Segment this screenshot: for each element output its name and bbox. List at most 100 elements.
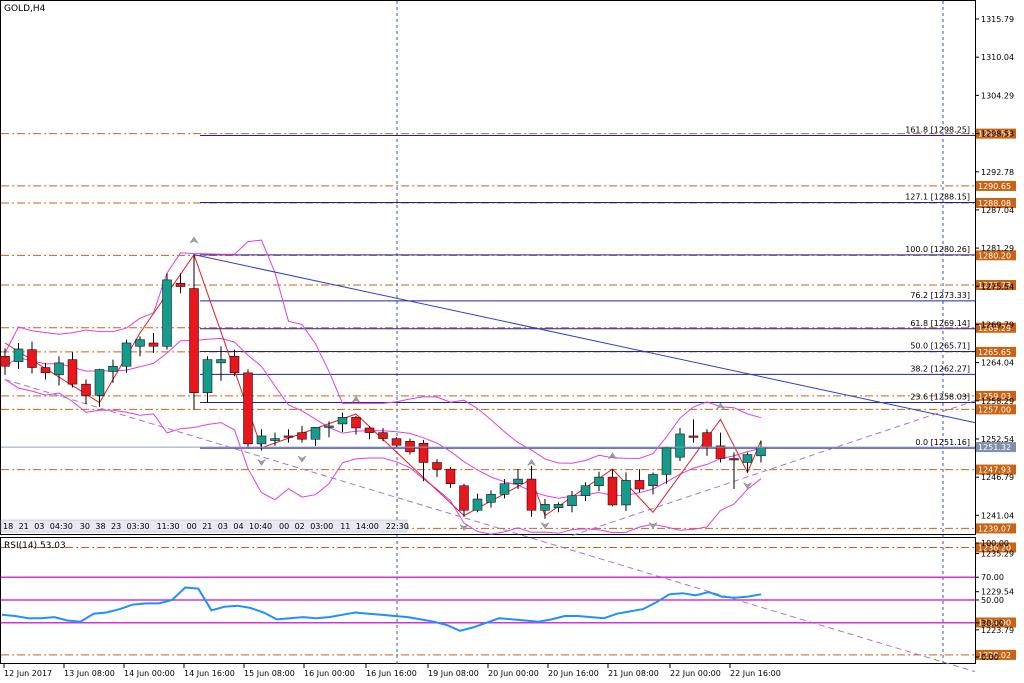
rsi-tick-label: 100.00 (981, 539, 1009, 548)
candle-bear (702, 432, 712, 448)
candle-bear (283, 435, 294, 438)
price-level-tag-label: 1290.65 (978, 182, 1011, 191)
time-tick-label: 13 Jun 08:00 (64, 669, 115, 678)
time-tick-label: 20 Jun 16:00 (548, 669, 599, 678)
price-level-tag (976, 404, 1016, 415)
rsi-tick-label: 0.00 (981, 653, 999, 662)
time-tick-label: 21 Jun 08:00 (608, 669, 659, 678)
price-level-tag (976, 197, 1016, 208)
candle-bear (67, 359, 78, 385)
fibonacci-levels: 161.8 [1298.25] 127.1 [1288.15] 100.0 [128… (200, 125, 975, 449)
candle-bull (337, 417, 348, 425)
band-line (4, 239, 762, 464)
price-level-tag-label: 1224.90 (978, 619, 1011, 628)
candle-bear (405, 440, 415, 453)
session-label: 04:30 (50, 522, 73, 531)
rsi-tick-label: 70.00 (981, 573, 1004, 582)
candle-bull (202, 359, 213, 394)
trendline-resistance (193, 254, 976, 424)
candle-bull (594, 476, 604, 486)
price-level-tag (976, 390, 1016, 401)
rsi-label: RSI(14) 53.03 (4, 541, 66, 551)
candle-bull (121, 342, 132, 367)
session-label: 02 (295, 522, 305, 531)
time-tick-label: 22 Jun 16:00 (730, 669, 781, 678)
price-tick-label: 1246.79 (981, 473, 1014, 482)
candle-bull (661, 447, 672, 475)
rsi-tick-label: 30.00 (981, 619, 1004, 628)
price-level-tag (976, 617, 1016, 628)
session-label: 04 (233, 522, 243, 531)
fib-level-label: 50.0 [1265.71] (910, 342, 970, 351)
price-level-tag (976, 128, 1016, 139)
candle-bear (40, 367, 51, 374)
candle-bull (13, 348, 24, 362)
candle-bull (513, 478, 523, 484)
price-level-tag (976, 542, 1016, 553)
candle-bear (27, 349, 37, 368)
session-label: 03:30 (127, 522, 150, 531)
candle-bull (648, 474, 658, 486)
price-level-tag-label: 1269.29 (978, 324, 1011, 333)
price-level-tag (976, 322, 1016, 333)
fractal-arrow (715, 402, 726, 410)
price-level-tag (976, 346, 1016, 357)
candle-bull (54, 362, 64, 376)
session-label: 03:00 (310, 522, 333, 531)
price-level-tag (976, 464, 1016, 475)
fractal-arrow (351, 395, 361, 404)
candle-bear (715, 445, 726, 459)
fib-level-label: 127.1 [1288.15] (905, 193, 970, 202)
session-label: 03 (34, 522, 44, 531)
session-label: 00 (187, 522, 197, 531)
price-level-tag-label: 1298.53 (978, 130, 1011, 139)
candle-bull (567, 495, 577, 506)
time-tick-label: 14 Jun 16:00 (184, 669, 235, 678)
price-level-tag-label: 1280.20 (978, 251, 1011, 260)
price-tick-label: 1269.79 (981, 320, 1014, 329)
fib-level-label: 23.6 [1258.03] (910, 393, 970, 402)
session-label: 00 (279, 522, 289, 531)
candle-bull (216, 359, 226, 364)
fractal-arrow (742, 482, 753, 490)
candle-bear (729, 458, 739, 461)
candle-bear (189, 288, 199, 394)
price-tick-label: 1287.04 (981, 206, 1014, 215)
candle-bear (634, 480, 645, 490)
fractal-arrow (526, 459, 537, 467)
candle-bull (540, 504, 550, 511)
session-label: 03 (218, 522, 228, 531)
horizontal-levels: 1298.53 1290.65 1288.08 1280.20 1275.73 1269.… (1, 128, 1016, 660)
candle-bear (364, 427, 375, 433)
candle-bear (229, 355, 240, 374)
fib-level-label: 0.0 [1251.16] (915, 438, 970, 447)
candle-bull (324, 425, 334, 428)
candle-bull (742, 454, 753, 463)
candle-bear (688, 435, 699, 438)
symbol-label: GOLD,H4 (4, 4, 46, 14)
session-label: 23 (111, 522, 121, 531)
fractal-arrow (540, 521, 550, 530)
price-level-tag-label: 1288.08 (978, 199, 1011, 208)
candle-bear (243, 372, 253, 445)
candle-bull (135, 339, 145, 347)
candle-bear (418, 442, 429, 463)
price-level-tag-label: 1275.73 (978, 281, 1011, 290)
trendline-channel-upper (571, 400, 976, 536)
fib-level-label: 61.8 [1269.14] (910, 319, 970, 328)
price-axis: 1315.79 1310.04 1304.29 1298.53 1292.78 1287.… (975, 15, 1014, 635)
price-tick-label: 1281.29 (981, 244, 1014, 253)
time-tick-label: 20 Jun 00:00 (488, 669, 539, 678)
price-tick-label: 1241.04 (981, 511, 1014, 520)
time-tick-label: 16 Jun 16:00 (366, 669, 417, 678)
fractal-arrow (256, 458, 267, 466)
time-tick-label: 19 Jun 08:00 (428, 669, 479, 678)
fractal-arrow (189, 236, 199, 244)
price-tick-label: 1223.79 (981, 626, 1014, 635)
rsi-indicator: 100.00 70.00 50.00 30.00 0.00 (1, 539, 1009, 662)
session-label: 14:00 (356, 522, 379, 531)
price-tick-label: 1310.04 (981, 53, 1014, 62)
fractal-arrow (459, 523, 469, 532)
candle-bear (378, 432, 388, 439)
